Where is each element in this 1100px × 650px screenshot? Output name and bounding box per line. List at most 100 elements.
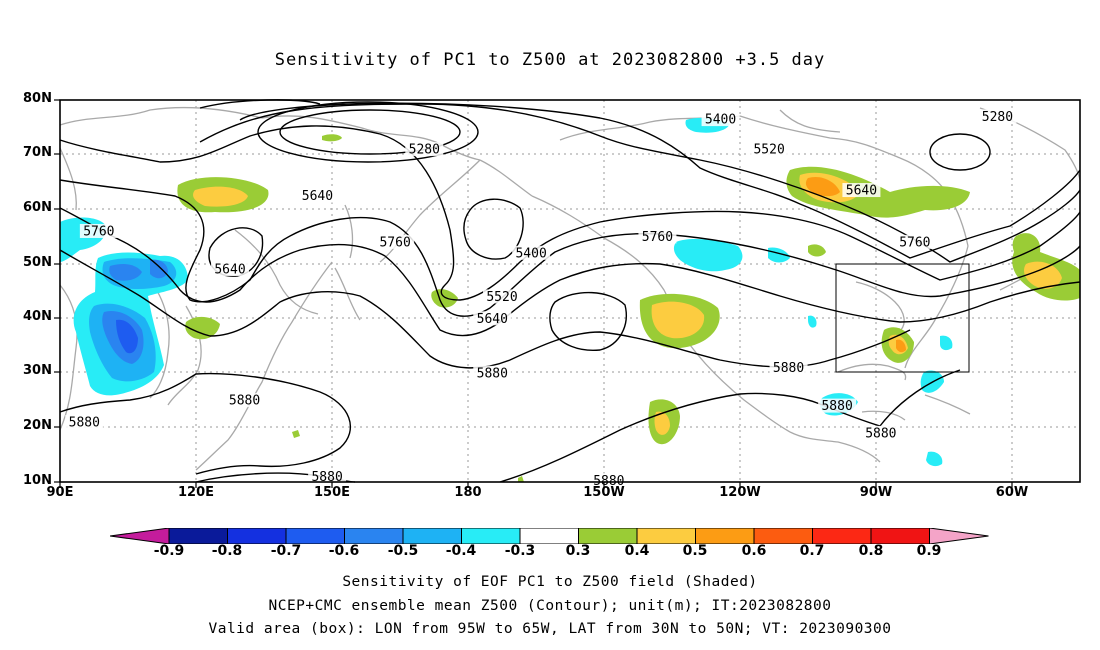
colorbar-swatch <box>636 528 696 544</box>
lat-label-40n: 40N <box>23 309 52 324</box>
svg-text:5880: 5880 <box>229 394 260 409</box>
contour-label: 5640 <box>473 311 512 327</box>
colorbar-label: 0.4 <box>624 543 650 559</box>
colorbar-swatch <box>753 528 813 544</box>
z500-contours <box>59 99 1081 483</box>
colorbar-swatch <box>578 528 638 544</box>
lon-label-120w: 120W <box>719 485 761 500</box>
colorbar-label: 0.3 <box>565 543 591 559</box>
svg-text:5640: 5640 <box>214 263 245 278</box>
svg-text:5520: 5520 <box>486 290 517 305</box>
map-frame <box>59 99 1081 483</box>
shade-yellow <box>651 301 705 339</box>
colorbar-label: 0.5 <box>682 543 708 559</box>
shade-blue <box>116 319 138 354</box>
svg-text:5640: 5640 <box>302 189 333 204</box>
shade-green <box>431 289 458 308</box>
shade-green <box>185 316 220 340</box>
svg-text:5760: 5760 <box>379 235 410 250</box>
svg-text:5400: 5400 <box>515 246 546 261</box>
lon-label-90w: 90W <box>859 485 893 500</box>
shade-yellow <box>193 186 248 207</box>
svg-text:5880: 5880 <box>773 361 804 376</box>
svg-text:5760: 5760 <box>642 230 673 245</box>
valid-area-box <box>835 263 970 373</box>
svg-text:5880: 5880 <box>865 426 896 441</box>
lat-label-10n: 10N <box>23 473 52 488</box>
colorbar-swatch <box>695 528 755 544</box>
caption-line-1: Sensitivity of EOF PC1 to Z500 field (Sh… <box>342 574 758 590</box>
lon-label-180: 180 <box>454 485 482 500</box>
contour-label: 5880 <box>225 393 264 409</box>
lat-label-70n: 70N <box>23 145 52 160</box>
map-title: Sensitivity of PC1 to Z500 at 2023082800… <box>274 50 826 70</box>
contour-label: 5640 <box>211 262 249 278</box>
lon-label-150e: 150E <box>313 485 351 500</box>
colorbar-label: -0.3 <box>504 543 536 559</box>
lat-label-50n: 50N <box>23 255 52 270</box>
colorbar-swatch <box>519 528 579 544</box>
svg-text:5760: 5760 <box>83 224 114 239</box>
contour-label: 5760 <box>376 234 415 250</box>
svg-text:5520: 5520 <box>753 143 784 158</box>
caption-line-3: Valid area (box): LON from 95W to 65W, L… <box>208 621 892 637</box>
shade-green <box>292 430 300 438</box>
colorbar-label: -0.6 <box>328 543 360 559</box>
shade-cyan <box>768 247 790 263</box>
shade-cyan <box>673 239 743 272</box>
shade-mid-blue <box>150 259 168 279</box>
caption-line-2: NCEP+CMC ensemble mean Z500 (Contour); u… <box>268 598 832 614</box>
contour-label: 5640 <box>842 183 881 199</box>
colorbar-swatch <box>227 528 287 544</box>
contour-label: 5520 <box>750 142 789 158</box>
svg-text:5880: 5880 <box>821 399 852 414</box>
colorbar-swatch <box>285 528 345 544</box>
colorbar-swatch <box>870 528 930 544</box>
shade-green <box>518 476 524 482</box>
colorbar-swatch <box>402 528 462 544</box>
shade-cyan <box>808 315 817 328</box>
shade-green <box>808 244 826 257</box>
shade-cyan <box>926 451 943 467</box>
svg-text:5280: 5280 <box>409 143 440 158</box>
contour-label: 5880 <box>818 398 857 414</box>
svg-text:5880: 5880 <box>477 366 508 381</box>
colorbar-high-extend <box>929 528 989 544</box>
lat-label-30n: 30N <box>23 363 52 378</box>
lon-label-150w: 150W <box>583 485 625 500</box>
svg-text:5280: 5280 <box>982 110 1013 125</box>
colorbar-swatch <box>812 528 872 544</box>
colorbar-label: -0.8 <box>211 543 243 559</box>
shade-green <box>322 134 342 142</box>
colorbar-label: -0.9 <box>153 543 185 559</box>
contour-label: 5880 <box>473 365 512 381</box>
svg-text:5400: 5400 <box>705 113 736 128</box>
colorbar-swatch <box>168 528 228 544</box>
svg-text:5640: 5640 <box>477 312 508 327</box>
shade-cyan <box>940 335 953 351</box>
contour-label: 5520 <box>483 289 521 305</box>
colorbar-label: 0.9 <box>916 543 942 559</box>
shade-mid-blue <box>109 264 142 281</box>
contour-label: 5880 <box>769 360 808 376</box>
lon-label-120e: 120E <box>177 485 215 500</box>
colorbar-label: 0.7 <box>799 543 825 559</box>
contour-label: 5760 <box>895 234 934 250</box>
colorbar-label: -0.4 <box>445 543 477 559</box>
contour-label: 5760 <box>79 223 118 239</box>
contour-label: 5280 <box>978 109 1017 125</box>
svg-text:5880: 5880 <box>69 415 100 430</box>
shade-orange <box>896 339 906 353</box>
svg-text:5640: 5640 <box>846 184 877 199</box>
lon-label-90e: 90E <box>46 485 74 500</box>
colorbar-low-extend <box>110 528 170 544</box>
colorbar-label: -0.7 <box>270 543 302 559</box>
contour-label: 5400 <box>701 112 740 128</box>
tick-marks <box>54 99 1013 488</box>
colorbar-label: 0.6 <box>741 543 767 559</box>
positive-shading <box>177 134 1080 482</box>
contour-label: 5640 <box>298 188 337 204</box>
contour-labels: 5280528054005400540055205520564056405640… <box>65 109 1017 489</box>
shade-yellow <box>1024 261 1062 289</box>
contour-label: 5760 <box>638 229 677 245</box>
